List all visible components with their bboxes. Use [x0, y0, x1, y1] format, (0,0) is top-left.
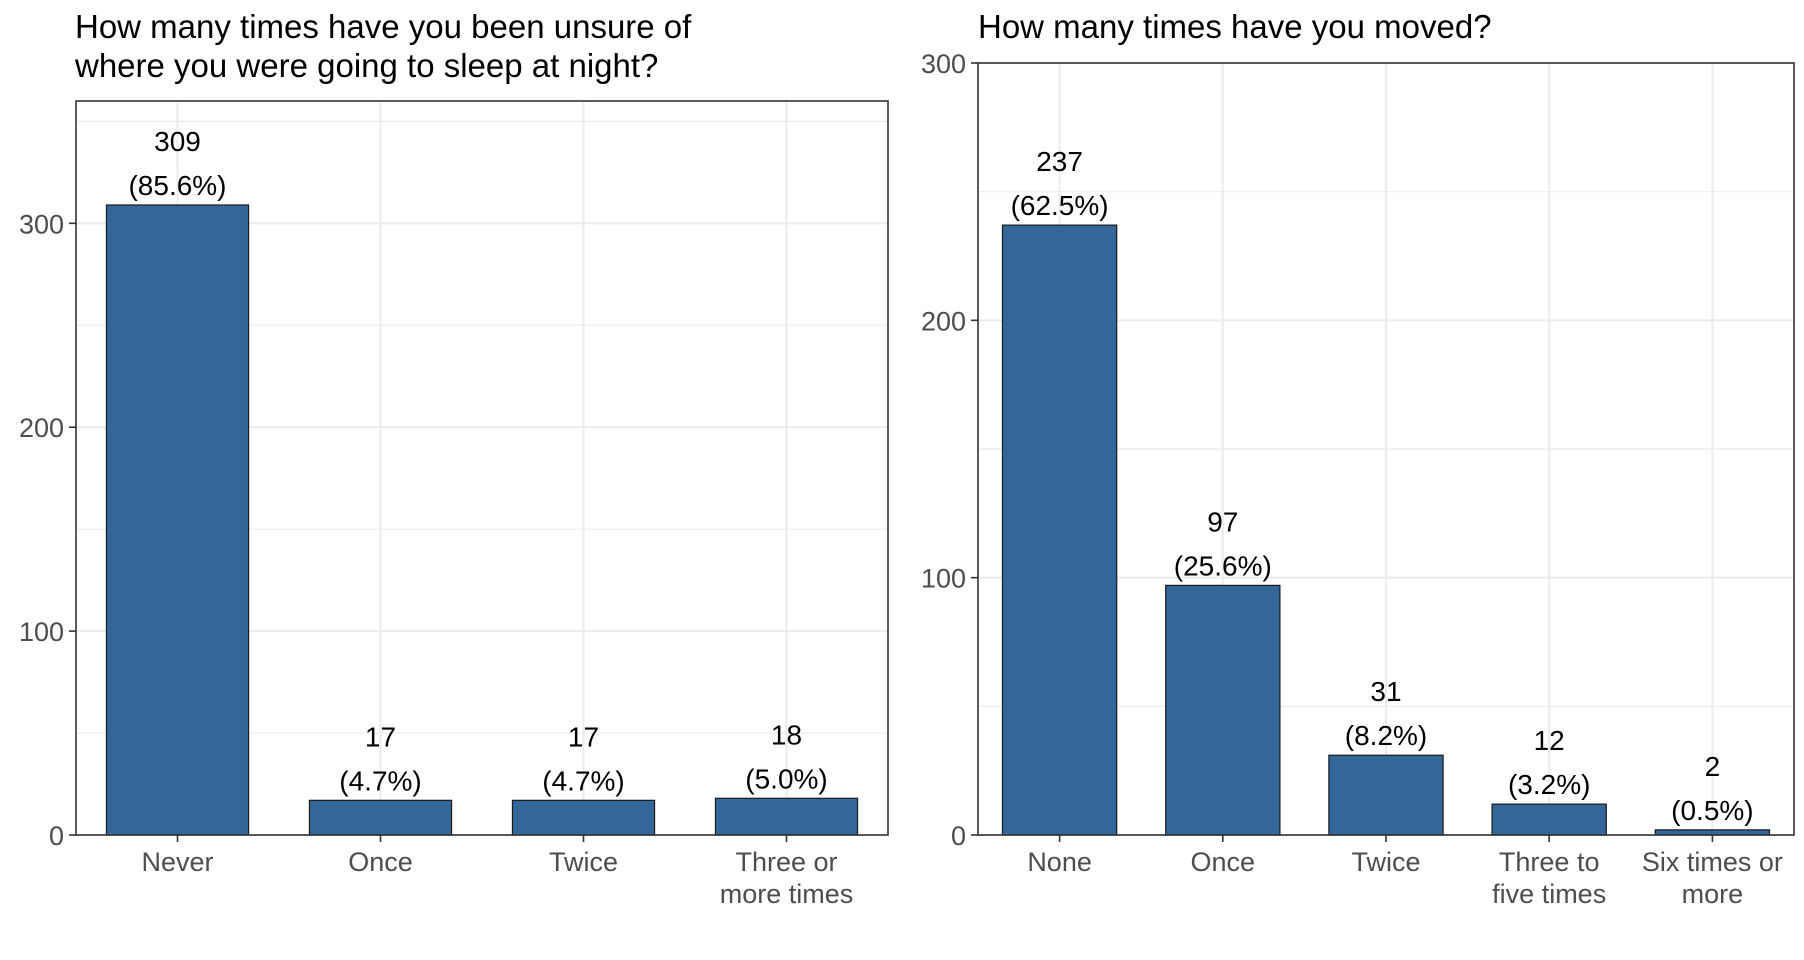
data-label-count: 237: [1036, 146, 1083, 177]
chart-unsure-sleep: How many times have you been unsure ofwh…: [19, 8, 889, 909]
data-label-count: 97: [1207, 506, 1238, 537]
data-label-count: 17: [365, 721, 396, 752]
bar: [1165, 584, 1281, 836]
x-tick-label: Twice: [549, 847, 618, 877]
x-tick-label: more times: [720, 879, 854, 909]
data-label-percent: (25.6%): [1174, 550, 1272, 581]
data-label-percent: (8.2%): [1345, 720, 1427, 751]
panel-border: [75, 100, 889, 836]
x-tick-label: Once: [1191, 847, 1256, 877]
y-tick-label: 100: [19, 617, 64, 647]
y-tick-label: 200: [19, 413, 64, 443]
data-label-count: 309: [154, 126, 201, 157]
data-label-percent: (5.0%): [745, 763, 827, 794]
chart-times-moved: How many times have you moved? (62.5%) 237…: [921, 8, 1795, 909]
y-tick-label: 300: [921, 49, 966, 79]
x-tick-label: five times: [1492, 879, 1606, 909]
bar: [1491, 803, 1607, 836]
bar: [105, 204, 250, 836]
bar: [1001, 224, 1118, 836]
data-label-percent: (85.6%): [128, 170, 226, 201]
chart-title-line: How many times have you been unsure of: [75, 8, 692, 45]
bar: [511, 799, 656, 836]
x-tick-label: more: [1682, 879, 1744, 909]
y-tick-label: 200: [921, 306, 966, 336]
data-label-percent: (4.7%): [339, 765, 421, 796]
chart-title-line: How many times have you moved?: [978, 8, 1492, 45]
x-tick-label: Twice: [1351, 847, 1420, 877]
y-tick-label: 0: [951, 821, 966, 851]
bar: [308, 799, 453, 836]
data-label-percent: (3.2%): [1508, 769, 1590, 800]
x-tick-label: Never: [141, 847, 213, 877]
x-tick-label: Three to: [1499, 847, 1600, 877]
bar: [714, 797, 859, 836]
data-label-count: 18: [771, 719, 802, 750]
data-label-percent: (4.7%): [542, 765, 624, 796]
chart-title-line: where you were going to sleep at night?: [74, 47, 658, 84]
data-label-count: 31: [1370, 676, 1401, 707]
data-label-count: 17: [568, 721, 599, 752]
data-label-count: 2: [1705, 751, 1721, 782]
bar: [1328, 754, 1444, 836]
x-tick-label: Once: [348, 847, 413, 877]
data-label-percent: (0.5%): [1671, 795, 1753, 826]
y-tick-label: 300: [19, 209, 64, 239]
x-tick-label: Three or: [735, 847, 837, 877]
x-tick-label: Six times or: [1642, 847, 1783, 877]
x-tick-label: None: [1027, 847, 1092, 877]
y-tick-label: 100: [921, 564, 966, 594]
data-label-percent: (62.5%): [1011, 190, 1109, 221]
y-tick-label: 0: [49, 821, 64, 851]
data-label-count: 12: [1534, 725, 1565, 756]
